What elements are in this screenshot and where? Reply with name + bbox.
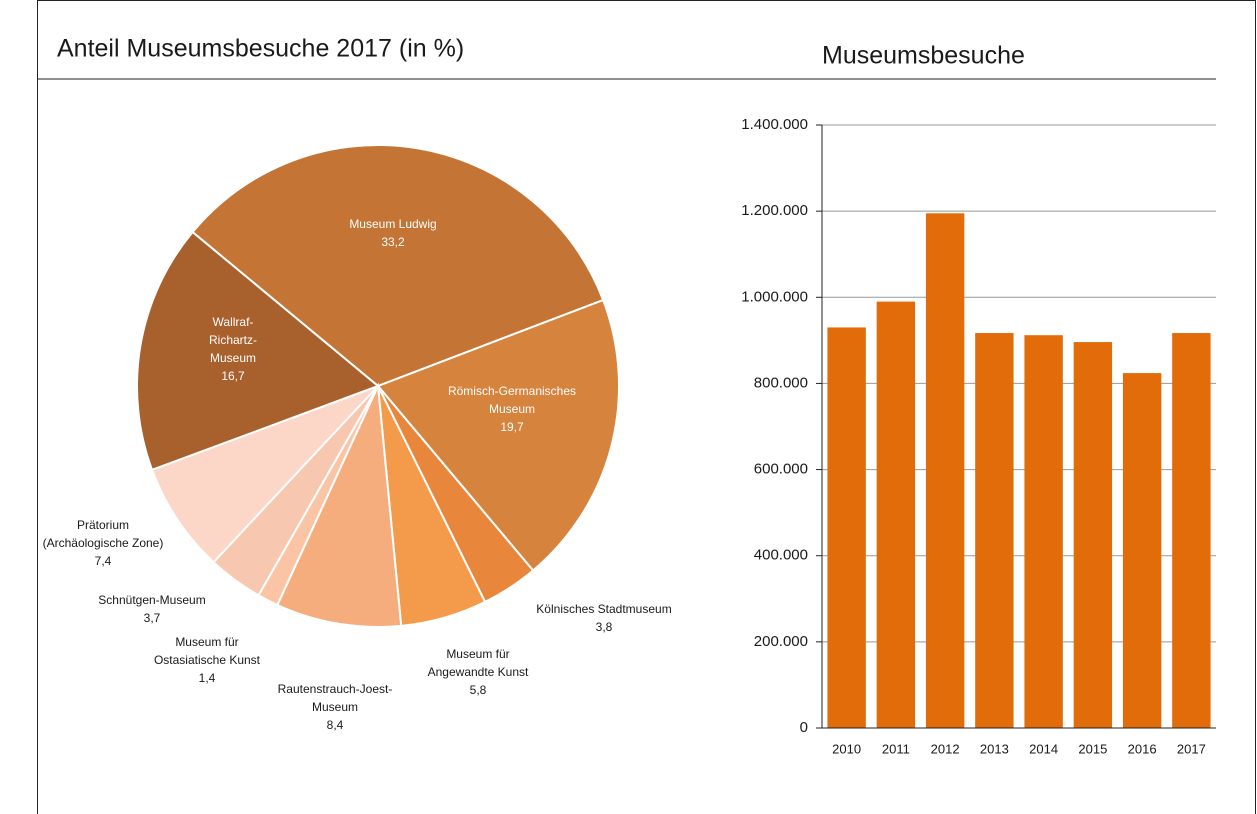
bar xyxy=(1122,373,1162,728)
bar xyxy=(1172,333,1211,728)
slice-value: 1,4 xyxy=(199,671,216,685)
bar xyxy=(876,301,916,728)
bar-title: Museumsbesuche xyxy=(822,42,1025,70)
bar xyxy=(827,327,866,728)
bar xyxy=(975,333,1014,728)
pie-slice xyxy=(150,385,379,564)
x-tick-label: 2012 xyxy=(931,741,960,756)
slice-value: 3,7 xyxy=(144,611,161,625)
slice-value: 3,8 xyxy=(596,620,613,634)
pie-slice xyxy=(276,382,403,628)
slice-value: 5,8 xyxy=(470,683,487,697)
slice-label: Schnütgen-Museum xyxy=(98,593,205,607)
x-tick-label: 2014 xyxy=(1029,741,1058,756)
slice-label: Kölnisches Stadtmuseum xyxy=(536,602,671,616)
x-tick-label: 2016 xyxy=(1128,741,1157,756)
y-tick-label: 200.000 xyxy=(754,633,808,650)
slice-label: Prätorium xyxy=(77,518,129,532)
slice-label: Richartz- xyxy=(209,333,257,347)
slice-label: Römisch-Germanisches xyxy=(448,384,576,398)
pie-slice xyxy=(191,144,605,388)
pie-slice xyxy=(136,230,380,472)
slice-label: Angewandte Kunst xyxy=(428,665,529,679)
slice-label: Museum für xyxy=(446,647,509,661)
slice-label: Wallraf- xyxy=(213,315,254,329)
x-tick-label: 2010 xyxy=(832,741,861,756)
slice-label: Museum für xyxy=(175,635,238,649)
frame xyxy=(37,0,1256,814)
slice-value: 19,7 xyxy=(500,420,524,434)
slice-label: Museum xyxy=(312,700,358,714)
slice-label: Museum xyxy=(210,351,256,365)
bar xyxy=(1024,335,1063,728)
y-tick-label: 800.000 xyxy=(754,374,808,391)
x-tick-label: 2015 xyxy=(1078,741,1107,756)
y-tick-label: 0 xyxy=(800,719,808,736)
y-tick-label: 1.200.000 xyxy=(741,202,808,219)
slice-label: Ostasiatische Kunst xyxy=(154,653,261,667)
y-tick-label: 400.000 xyxy=(754,547,808,564)
y-tick-label: 1.000.000 xyxy=(741,288,808,305)
slice-value: 33,2 xyxy=(381,235,405,249)
slice-value: 7,4 xyxy=(95,554,112,568)
x-tick-label: 2017 xyxy=(1177,741,1206,756)
y-tick-label: 1.400.000 xyxy=(741,116,808,133)
pie-title: Anteil Museumsbesuche 2017 (in %) xyxy=(57,35,464,63)
x-tick-label: 2013 xyxy=(980,741,1009,756)
bar xyxy=(925,213,965,728)
y-tick-label: 600.000 xyxy=(754,461,808,478)
slice-label: Museum Ludwig xyxy=(349,217,436,231)
pie-slice xyxy=(376,298,620,572)
slice-value: 8,4 xyxy=(327,718,344,732)
x-tick-label: 2011 xyxy=(882,741,910,756)
bar xyxy=(1073,342,1113,728)
slice-label: Museum xyxy=(489,402,535,416)
slice-label: (Archäologische Zone) xyxy=(43,536,164,550)
slice-label: Rautenstrauch-Joest- xyxy=(278,682,393,696)
slice-value: 16,7 xyxy=(221,369,245,383)
